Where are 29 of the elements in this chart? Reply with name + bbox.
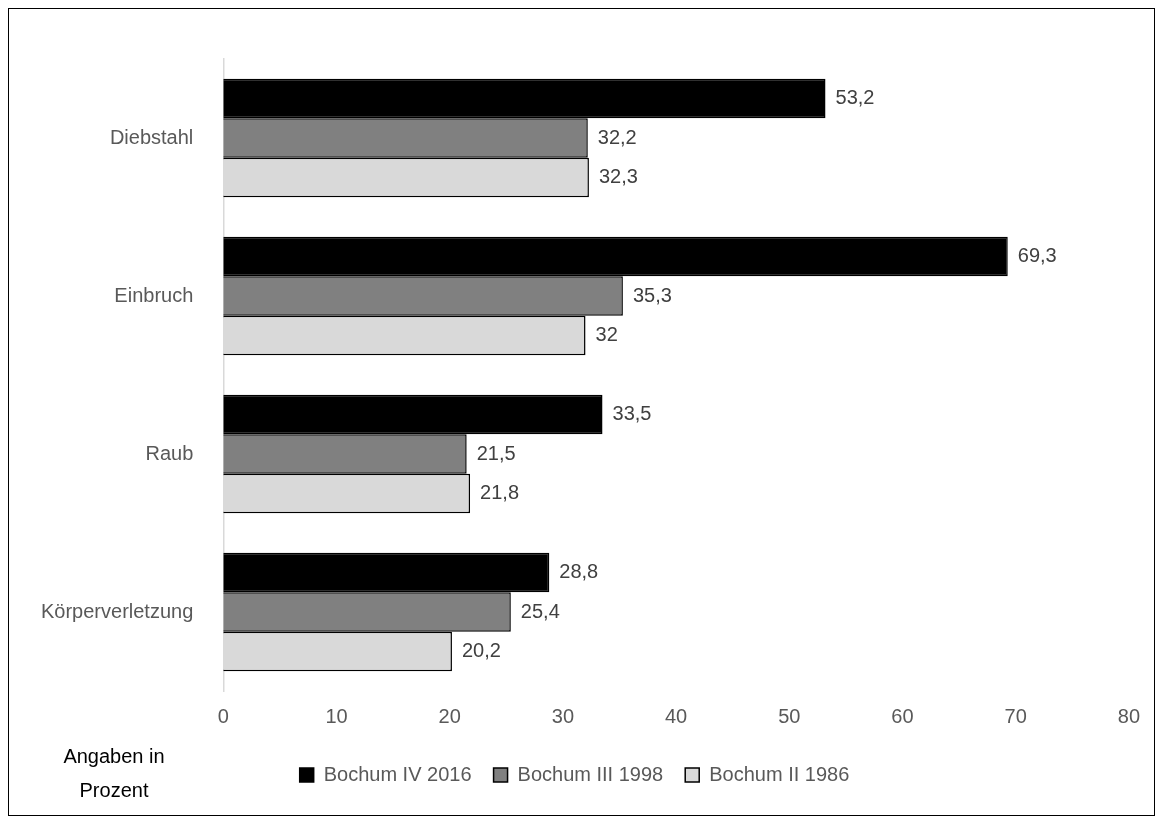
data-label: 28,8 — [559, 560, 599, 583]
x-tick-label: 60 — [891, 704, 914, 727]
text: Angaben in Prozent — [63, 744, 165, 801]
data-label: 35,3 — [632, 283, 672, 306]
data-label: 32,3 — [598, 165, 638, 188]
legend-label: Bochum IV 2016 — [323, 762, 472, 785]
data-label: 25,4 — [520, 599, 560, 622]
legend-label: Bochum III 1998 — [517, 762, 664, 785]
y-tick-label: Körperverletzung — [40, 599, 194, 622]
x-tick-label: 80 — [1117, 704, 1140, 727]
y-tick-label: Raub — [145, 441, 194, 464]
data-label: 21,8 — [480, 481, 520, 504]
legend-label: Bochum II 1986 — [709, 762, 850, 785]
x-tick-label: 30 — [551, 704, 575, 727]
data-label: 32,2 — [597, 125, 637, 148]
data-label: 53,2 — [835, 86, 875, 109]
x-tick-label: 70 — [1004, 704, 1027, 727]
x-tick-label: 0 — [217, 704, 229, 727]
x-tick-label: 10 — [325, 704, 348, 727]
y-tick-label: Diebstahl — [109, 125, 194, 148]
x-tick-label: 50 — [778, 704, 801, 727]
data-label: 20,2 — [461, 639, 501, 662]
data-label: 69,3 — [1017, 244, 1057, 267]
x-tick-label: 40 — [664, 704, 688, 727]
x-tick-label: 20 — [438, 704, 461, 727]
data-label: 32 — [595, 323, 618, 346]
y-tick-label: Einbruch — [114, 283, 194, 306]
data-label: 21,5 — [476, 441, 516, 464]
data-label: 33,5 — [612, 402, 652, 425]
